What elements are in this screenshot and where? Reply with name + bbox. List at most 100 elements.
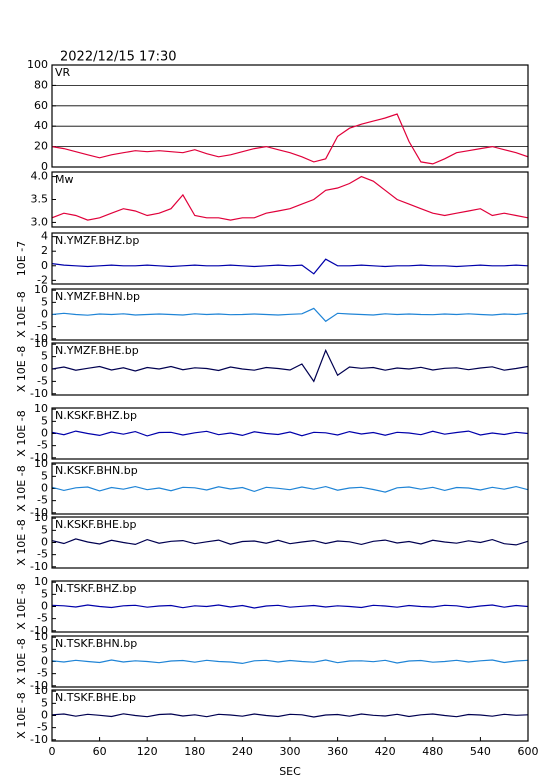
x-axis-label: SEC: [279, 765, 301, 778]
trace: [52, 659, 528, 665]
plot: [52, 430, 528, 437]
y-tick-label: 0: [41, 259, 48, 272]
y-tick-label: 40: [34, 119, 48, 132]
trace: [52, 430, 528, 437]
frame: [51, 462, 529, 515]
y-tick-label: 0: [41, 362, 48, 375]
y-tick-label: -5: [37, 494, 48, 507]
frame: [51, 232, 529, 285]
trace: [52, 175, 528, 221]
trace: [52, 485, 528, 493]
y-tick-label: 60: [34, 99, 48, 112]
y-tick-label: 3.5: [31, 193, 49, 206]
frame: [51, 635, 529, 688]
y-tick-label: -10: [30, 387, 48, 400]
frame: [51, 288, 529, 341]
panel-label: N.TSKF.BHZ.bp: [55, 582, 137, 595]
x-tick-label: 600: [518, 745, 539, 758]
y-tick-label: 5: [41, 414, 48, 427]
y-tick-label: 10: [34, 630, 48, 643]
y-tick-label: 10: [34, 457, 48, 470]
y-axis-label: X 10E -8: [15, 583, 28, 629]
trace: [52, 604, 528, 609]
trace: [52, 538, 528, 546]
x-tick-label: 240: [232, 745, 253, 758]
panel-label: N.YMZF.BHZ.bp: [55, 234, 139, 247]
y-tick-label: 5: [41, 642, 48, 655]
y-tick-label: 10: [34, 511, 48, 524]
y-axis-label: X 10E -8: [15, 346, 28, 392]
plot: [52, 538, 528, 546]
trace: [52, 307, 528, 323]
y-axis-label: X 10E -8: [15, 692, 28, 738]
y-tick-label: 5: [41, 696, 48, 709]
y-tick-label: 80: [34, 78, 48, 91]
y-tick-label: 10: [34, 575, 48, 588]
plot: [52, 659, 528, 665]
panel-label: N.KSKF.BHE.bp: [55, 518, 136, 531]
trace: [52, 258, 528, 275]
y-tick-label: 10: [34, 337, 48, 350]
y-tick-label: 10: [34, 283, 48, 296]
panel-label: N.YMZF.BHE.bp: [55, 344, 139, 357]
frame: [51, 407, 529, 460]
y-tick-label: 5: [41, 587, 48, 600]
chart-title: 2022/12/15 17:30: [60, 50, 177, 65]
y-tick-label: 5: [41, 523, 48, 536]
x-tick-label: 60: [93, 745, 107, 758]
panel-label: N.KSKF.BHZ.bp: [55, 409, 137, 422]
x-tick-label: 360: [327, 745, 348, 758]
y-tick-label: -10: [30, 451, 48, 464]
y-tick-label: 5: [41, 469, 48, 482]
y-tick-label: -5: [37, 548, 48, 561]
y-tick-label: 100: [27, 58, 48, 71]
plot: [52, 348, 528, 383]
plot: [52, 604, 528, 609]
y-tick-label: 5: [41, 295, 48, 308]
y-tick-label: 10: [34, 684, 48, 697]
y-tick-label: 0: [41, 427, 48, 440]
y-tick-label: -5: [37, 320, 48, 333]
panel-label: N.TSKF.BHN.bp: [55, 637, 137, 650]
panel-label: N.YMZF.BHN.bp: [55, 290, 140, 303]
frame: [51, 171, 529, 228]
y-tick-label: -10: [30, 332, 48, 345]
x-tick-label: 480: [422, 745, 443, 758]
y-tick-label: -10: [30, 560, 48, 573]
y-axis-label: 10E -7: [15, 241, 28, 276]
x-tick-label: 420: [375, 745, 396, 758]
y-tick-label: 4: [41, 230, 48, 243]
panel-label: Mw: [55, 173, 74, 186]
y-axis-label: X 10E -8: [15, 291, 28, 337]
y-tick-label: -5: [37, 721, 48, 734]
panel-label: VR: [55, 66, 71, 79]
x-tick-label: 540: [470, 745, 491, 758]
y-axis-label: X 10E -8: [15, 638, 28, 684]
plot: [52, 485, 528, 493]
frame: [51, 64, 529, 168]
y-tick-label: -5: [37, 439, 48, 452]
x-tick-label: 180: [184, 745, 205, 758]
y-axis-label: X 10E -8: [15, 410, 28, 456]
y-tick-label: 0: [41, 482, 48, 495]
y-tick-label: 5: [41, 350, 48, 363]
y-tick-label: -10: [30, 679, 48, 692]
y-tick-label: 0: [41, 655, 48, 668]
panel-label: N.TSKF.BHE.bp: [55, 691, 136, 704]
frame: [51, 516, 529, 569]
frame: [51, 342, 529, 396]
y-tick-label: -5: [37, 612, 48, 625]
plot: [52, 258, 528, 275]
x-tick-label: 120: [137, 745, 158, 758]
y-axis-label: X 10E -8: [15, 519, 28, 565]
y-tick-label: 3.0: [31, 215, 49, 228]
trace: [52, 348, 528, 383]
trace: [52, 113, 528, 165]
trace: [52, 713, 528, 718]
frame: [51, 580, 529, 633]
x-tick-label: 0: [49, 745, 56, 758]
y-tick-label: 0: [41, 160, 48, 173]
y-tick-label: 2: [41, 244, 48, 257]
y-tick-label: 0: [41, 308, 48, 321]
